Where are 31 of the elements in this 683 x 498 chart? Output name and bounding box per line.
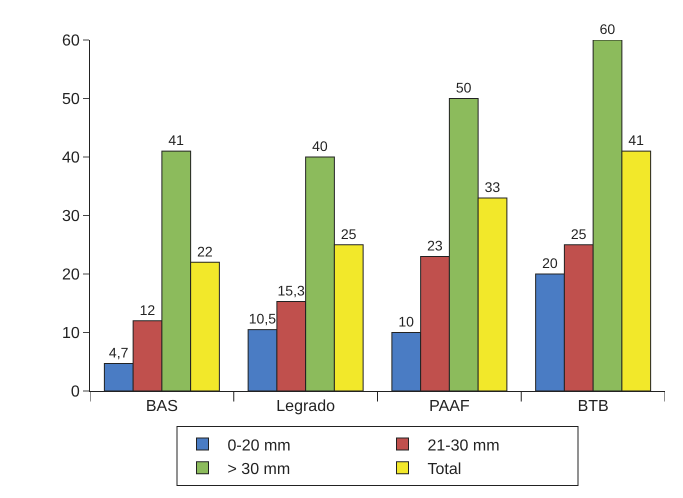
data-label: 23 [427, 237, 443, 254]
x-tick-label: Legrado [276, 398, 336, 416]
y-tick-label: 0 [70, 384, 80, 401]
data-label: 10,5 [248, 310, 276, 327]
data-label: 50 [456, 80, 472, 96]
data-label: 15,3 [278, 282, 305, 298]
data-label: 40 [312, 138, 328, 154]
data-label: 4,7 [108, 344, 129, 361]
y-tick-label: 20 [62, 266, 80, 284]
x-tick-label: BTB [578, 398, 609, 416]
y-tick-label: 50 [62, 91, 80, 108]
data-label: 41 [628, 132, 644, 148]
y-tick-label: 60 [62, 32, 80, 50]
x-tick-label: BAS [146, 398, 178, 416]
data-label: 60 [600, 21, 616, 37]
data-label: 22 [197, 243, 213, 260]
data-label: 20 [542, 255, 558, 271]
legend-label: Total [428, 461, 462, 478]
legend-label: 21-30 mm [428, 437, 500, 454]
data-label: 25 [340, 226, 357, 242]
x-tick-label: PAAF [429, 398, 470, 416]
data-label: 41 [168, 132, 184, 148]
y-tick-label: 30 [62, 208, 80, 226]
data-label: 12 [140, 302, 156, 318]
y-tick-label: 10 [62, 325, 80, 342]
y-tick-label: 40 [62, 150, 80, 167]
legend-label: > 30 mm [228, 461, 290, 478]
data-label: 25 [570, 226, 587, 242]
data-label: 33 [484, 178, 500, 195]
legend-label: 0-20 mm [228, 437, 291, 454]
data-label: 10 [398, 314, 414, 330]
